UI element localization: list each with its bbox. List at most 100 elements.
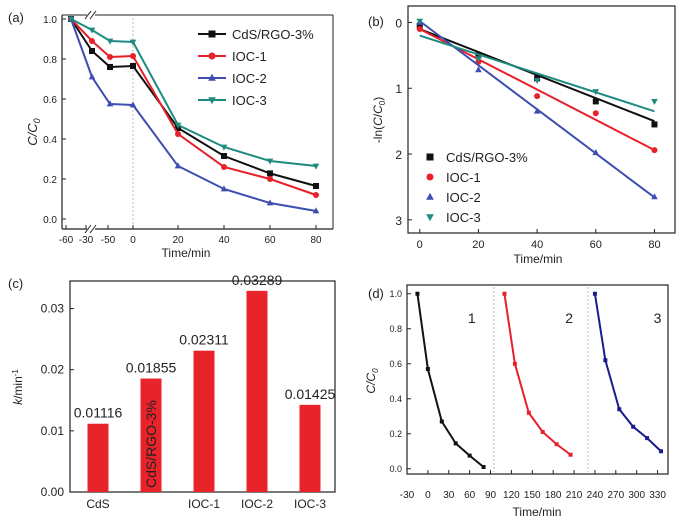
panel-a-data-point (220, 185, 228, 192)
panel-d-cycle-label: 3 (654, 310, 662, 326)
panel-b-y-tick-label: 2 (395, 148, 402, 162)
panel-c-value-label: 0.03289 (232, 272, 283, 288)
panel-a-data-point (88, 27, 96, 34)
panel-b: (b) 0 1 2 3 0 20 40 60 80 -ln(C/C0) Time/min CdS… (368, 5, 676, 266)
panel-b-legend-label: IOC-1 (446, 170, 481, 185)
panel-a-data-point (106, 38, 114, 45)
panel-c-y-tick-label: 0.01 (41, 424, 65, 438)
panel-a-x-label: Time/min (162, 246, 211, 260)
panel-a-legend: CdS/RGO-3% IOC-1 IOC-2 IOC-3 (198, 27, 314, 108)
panel-c-category-label: CdS (86, 497, 109, 511)
panel-b-legend-marker (426, 214, 434, 222)
panel-a-data-point (130, 53, 136, 59)
panel-b-fit-line (419, 34, 655, 113)
panel-d-label: (d) (368, 286, 384, 301)
panel-a-data-point (174, 162, 182, 169)
panel-b-legend-label: IOC-3 (446, 210, 481, 225)
panel-b-y-tick-label: 1 (395, 82, 402, 96)
panel-a-series-line (70, 18, 317, 167)
panel-c-category-label: IOC-3 (294, 497, 326, 511)
panel-a-legend-marker (208, 52, 216, 60)
panel-d-x-tick-label: 150 (524, 490, 541, 501)
panel-b-legend-label: CdS/RGO-3% (446, 150, 528, 165)
panel-b-data-point (534, 93, 541, 100)
panel-d-data-point (568, 452, 573, 457)
panel-d: (d) 0.0 0.2 0.4 0.6 0.8 1.0 -30 0 30 60 90 120 150 18… (364, 284, 669, 519)
panel-c-value-label: 0.01855 (126, 360, 177, 376)
panel-d-y-tick-label: 1.0 (389, 289, 402, 299)
panel-d-data-point (617, 407, 622, 412)
panel-a-data-point (266, 199, 274, 206)
panel-b-legend: CdS/RGO-3% IOC-1 IOC-2 IOC-3 (426, 150, 528, 225)
panel-b-data-point (533, 77, 541, 84)
panel-d-x-tick-label: 180 (545, 490, 562, 501)
panel-c-value-label: 0.02311 (179, 332, 229, 348)
panel-a-series-line (70, 18, 317, 212)
panel-c-value-label: 0.01116 (74, 405, 123, 421)
panel-d-data-point (512, 361, 517, 366)
panel-b-x-tick-label: 40 (531, 239, 543, 251)
panel-a-y-tick-label: 0.0 (43, 215, 57, 226)
panel-c-y-tick-label: 0.03 (41, 302, 65, 316)
panel-d-x-tick-label: 120 (503, 490, 520, 501)
panel-b-data-point (475, 56, 482, 63)
panel-d-y-tick-label: 0.4 (389, 394, 402, 404)
panel-b-legend-marker (426, 192, 434, 200)
panel-d-x-tick-label: 300 (628, 490, 645, 501)
panel-b-x-tick-label: 60 (590, 239, 602, 251)
panel-a-legend-label: IOC-3 (232, 93, 267, 108)
panel-d-data-point (453, 441, 458, 446)
panel-a-data-point (67, 16, 75, 23)
panel-c-bar (87, 423, 109, 492)
panel-a-x-tick-label: 0 (130, 235, 136, 246)
panel-a-data-point (130, 63, 136, 69)
panel-c: (c) 0.000.010.020.03 0.01116CdS0.018550.… (8, 272, 336, 511)
panel-d-data-point (502, 291, 507, 296)
panel-a-data-point (221, 153, 227, 159)
panel-a-data-point (174, 122, 182, 129)
panel-d-cycle-label: 2 (565, 310, 573, 326)
panel-a-y-tick-label: 0.6 (43, 95, 57, 106)
panel-a-data-point (129, 39, 137, 46)
panel-a-data-point (89, 48, 95, 54)
panel-c-category-label: IOC-2 (241, 497, 273, 511)
panel-a-legend-marker (208, 73, 216, 81)
panel-a-label: (a) (8, 10, 24, 25)
panel-d-data-point (526, 410, 531, 415)
panel-d-x-tick-label: 30 (443, 490, 455, 501)
panel-d-y-tick-label: 0.8 (389, 324, 402, 334)
panel-c-y-label: k/min-1 (11, 369, 25, 405)
panel-a-series-line (70, 18, 317, 187)
panel-b-y-tick-label: 3 (395, 214, 402, 228)
panel-c-bar (140, 378, 162, 492)
panel-b-data-point (416, 22, 423, 29)
panel-d-data-point (645, 436, 650, 441)
panel-b-data-point (533, 107, 541, 114)
panel-b-data-point (592, 110, 599, 117)
panel-a-legend-marker (208, 30, 216, 38)
panel-a-data-point (107, 54, 113, 60)
panel-a-data-point (129, 101, 137, 108)
panel-a-data-point (266, 158, 274, 165)
panel-b-x-tick-label: 0 (417, 239, 423, 251)
panel-b-legend-label: IOC-2 (446, 190, 481, 205)
panel-a-data-point (107, 64, 113, 70)
panel-b-data-point (651, 147, 658, 154)
panel-c-y-tick-label: 0.02 (41, 363, 65, 377)
panel-c-y-tick-label: 0.00 (41, 485, 65, 499)
panel-a-data-point (313, 192, 319, 198)
panel-b-data-point (475, 66, 482, 73)
panel-d-y-label: C/C0 (364, 368, 380, 394)
panel-b-fit-line (419, 28, 655, 123)
panel-d-data-point (425, 367, 430, 371)
panel-d-data-point (439, 419, 444, 424)
panel-a-x-tick-label: 20 (172, 235, 184, 246)
panel-b-legend-marker (426, 173, 434, 181)
panel-b-y-label: -ln(C/C0) (371, 97, 387, 143)
panel-a-break-marks (84, 10, 97, 234)
panel-a-legend-marker (208, 97, 216, 105)
panel-a-data-point (88, 73, 96, 80)
panel-a-legend-label: IOC-2 (232, 71, 267, 86)
panel-c-label: (c) (8, 276, 23, 291)
panel-a-data-point (220, 144, 228, 151)
